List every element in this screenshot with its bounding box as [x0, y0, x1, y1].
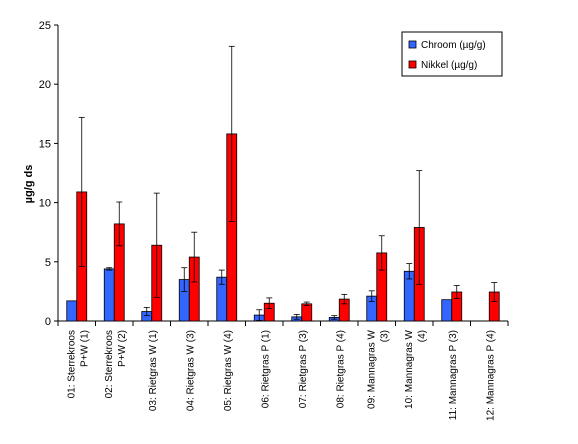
bar-chroom: [103, 268, 115, 322]
x-tick-label: 05: Rietgras W (4): [223, 330, 234, 411]
legend-label-nikkel: Nikkel (µg/g): [421, 60, 477, 71]
x-tick-label: 01: Sterrekroos: [66, 330, 77, 398]
legend-swatch-nikkel: [408, 60, 417, 69]
x-tick-label: 03: Rietgras W (1): [148, 330, 159, 411]
bar-chroom: [441, 299, 453, 322]
x-tick-label: (3): [379, 330, 390, 342]
x-tick-label: 04: Rietgras W (3): [185, 330, 196, 411]
bar-nikkel: [301, 303, 313, 322]
x-tick-labels: 01: Sterrekroos P+W (1) 02: Sterrekroos P+W…: [66, 329, 496, 421]
x-axis: [57, 320, 509, 326]
y-tick-label: 5: [45, 257, 51, 269]
legend: Chroom (µg/g) Nikkel (µg/g): [401, 31, 503, 77]
bars: [66, 133, 500, 322]
x-tick-label: 02: Sterrekroos: [104, 330, 115, 398]
y-tick-label: 25: [39, 20, 51, 32]
x-tick-label: 08: Rietgras P (4): [335, 330, 346, 408]
y-tick-label: 20: [39, 79, 51, 91]
y-tick-label: 0: [45, 316, 51, 328]
y-tick-label: 15: [39, 138, 51, 150]
x-tick-label: 11: Mannagras P (3): [448, 330, 459, 420]
x-tick-label: 06: Rietgras P (1): [260, 330, 271, 408]
x-tick-label: 09: Mannagras W: [366, 329, 377, 408]
legend-label-chroom: Chroom (µg/g): [421, 40, 486, 51]
y-axis: 0 5 10 15 20 25: [39, 20, 59, 328]
x-tick-label: 07: Rietgras P (3): [298, 330, 309, 408]
x-tick-label: 12: Mannagras P (4): [485, 330, 496, 421]
y-axis-label: µg/g ds: [23, 165, 35, 204]
x-tick-label: P+W (1): [79, 330, 90, 367]
x-tick-label: 10: Mannagras W: [404, 329, 415, 408]
legend-box: [401, 31, 503, 77]
legend-swatch-chroom: [408, 40, 417, 49]
y-tick-label: 10: [39, 198, 51, 210]
x-tick-label: P+W (2): [117, 330, 128, 367]
x-tick-label: (4): [417, 330, 428, 342]
error-bars: [78, 45, 498, 321]
bar-chroom: [66, 300, 78, 322]
